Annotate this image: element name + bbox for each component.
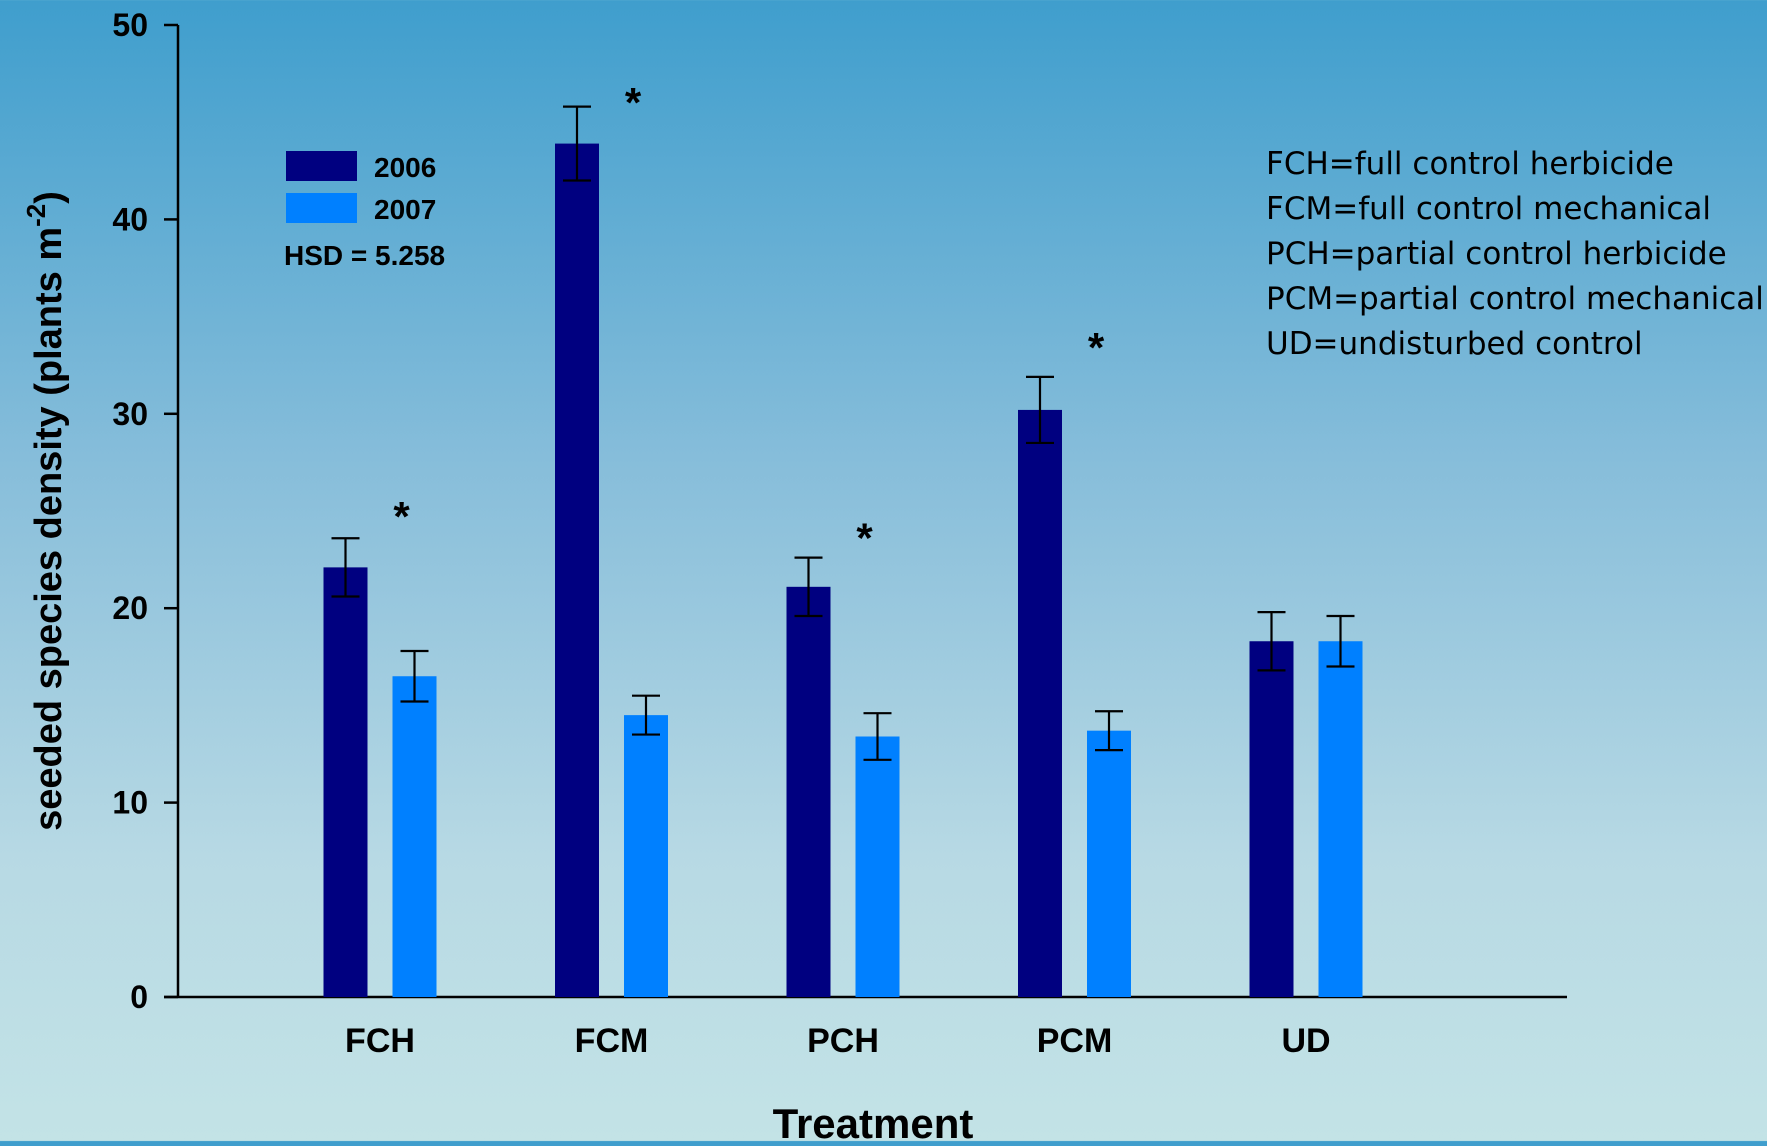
bar-2006-UD [1249, 641, 1294, 997]
hsd-label: HSD = 5.258 [284, 240, 445, 271]
abbreviation-item: FCM=full control mechanical [1266, 191, 1711, 227]
x-category-label: PCH [807, 1022, 879, 1060]
bar-2006-FCM [555, 143, 599, 998]
x-axis-title: Treatment [773, 1100, 974, 1141]
legend-label-2007: 2007 [374, 194, 436, 225]
y-axis-title: seeded species density (plants m-2) [21, 191, 70, 831]
y-tick-label: 40 [112, 201, 148, 237]
legend: 2006 2007 HSD = 5.258 [284, 151, 445, 271]
y-tick-label: 50 [112, 7, 148, 43]
bar-2007-FCH [392, 676, 437, 997]
bar-2007-FCM [624, 715, 668, 997]
abbreviation-list: FCH=full control herbicide FCM=full contr… [1266, 146, 1764, 362]
y-tick-label: 0 [130, 979, 148, 1015]
y-tick-label: 20 [112, 590, 148, 626]
significance-star: * [856, 514, 873, 561]
x-category-label: UD [1281, 1022, 1330, 1060]
bar-2006-PCM [1018, 409, 1062, 997]
bar-2007-UD [1318, 641, 1363, 997]
x-category-label: FCH [345, 1022, 415, 1060]
y-tick-label: 10 [112, 785, 148, 821]
annotations: * * * * [393, 79, 1105, 561]
y-axis-title-main: seeded species density (plants m [28, 227, 70, 831]
axes: 0 10 20 30 40 50 FCH FCM PCH PCM UD Treatment seeded… [21, 7, 1567, 1146]
legend-label-2006: 2006 [374, 152, 436, 183]
bar-2007-PCH [855, 736, 900, 997]
y-axis-title-superscript: -2 [21, 204, 51, 227]
significance-star: * [1088, 324, 1105, 371]
bar-2006-PCH [786, 586, 831, 997]
x-category-label: PCM [1037, 1022, 1113, 1060]
abbreviation-item: PCH=partial control herbicide [1266, 236, 1727, 272]
significance-star: * [625, 79, 642, 126]
legend-swatch-2006 [286, 151, 357, 181]
bar-2007-PCM [1087, 730, 1131, 997]
error-bars [331, 105, 1355, 761]
abbreviation-item: UD=undisturbed control [1266, 326, 1643, 362]
y-axis-title-suffix: ) [28, 191, 70, 204]
bars [323, 143, 1363, 998]
y-tick-label: 30 [112, 396, 148, 432]
bar-2006-FCH [323, 567, 368, 997]
significance-star: * [393, 493, 410, 540]
abbreviation-item: PCM=partial control mechanical [1266, 281, 1764, 317]
abbreviation-item: FCH=full control herbicide [1266, 146, 1674, 182]
x-category-label: FCM [575, 1022, 649, 1060]
legend-swatch-2007 [286, 193, 357, 223]
